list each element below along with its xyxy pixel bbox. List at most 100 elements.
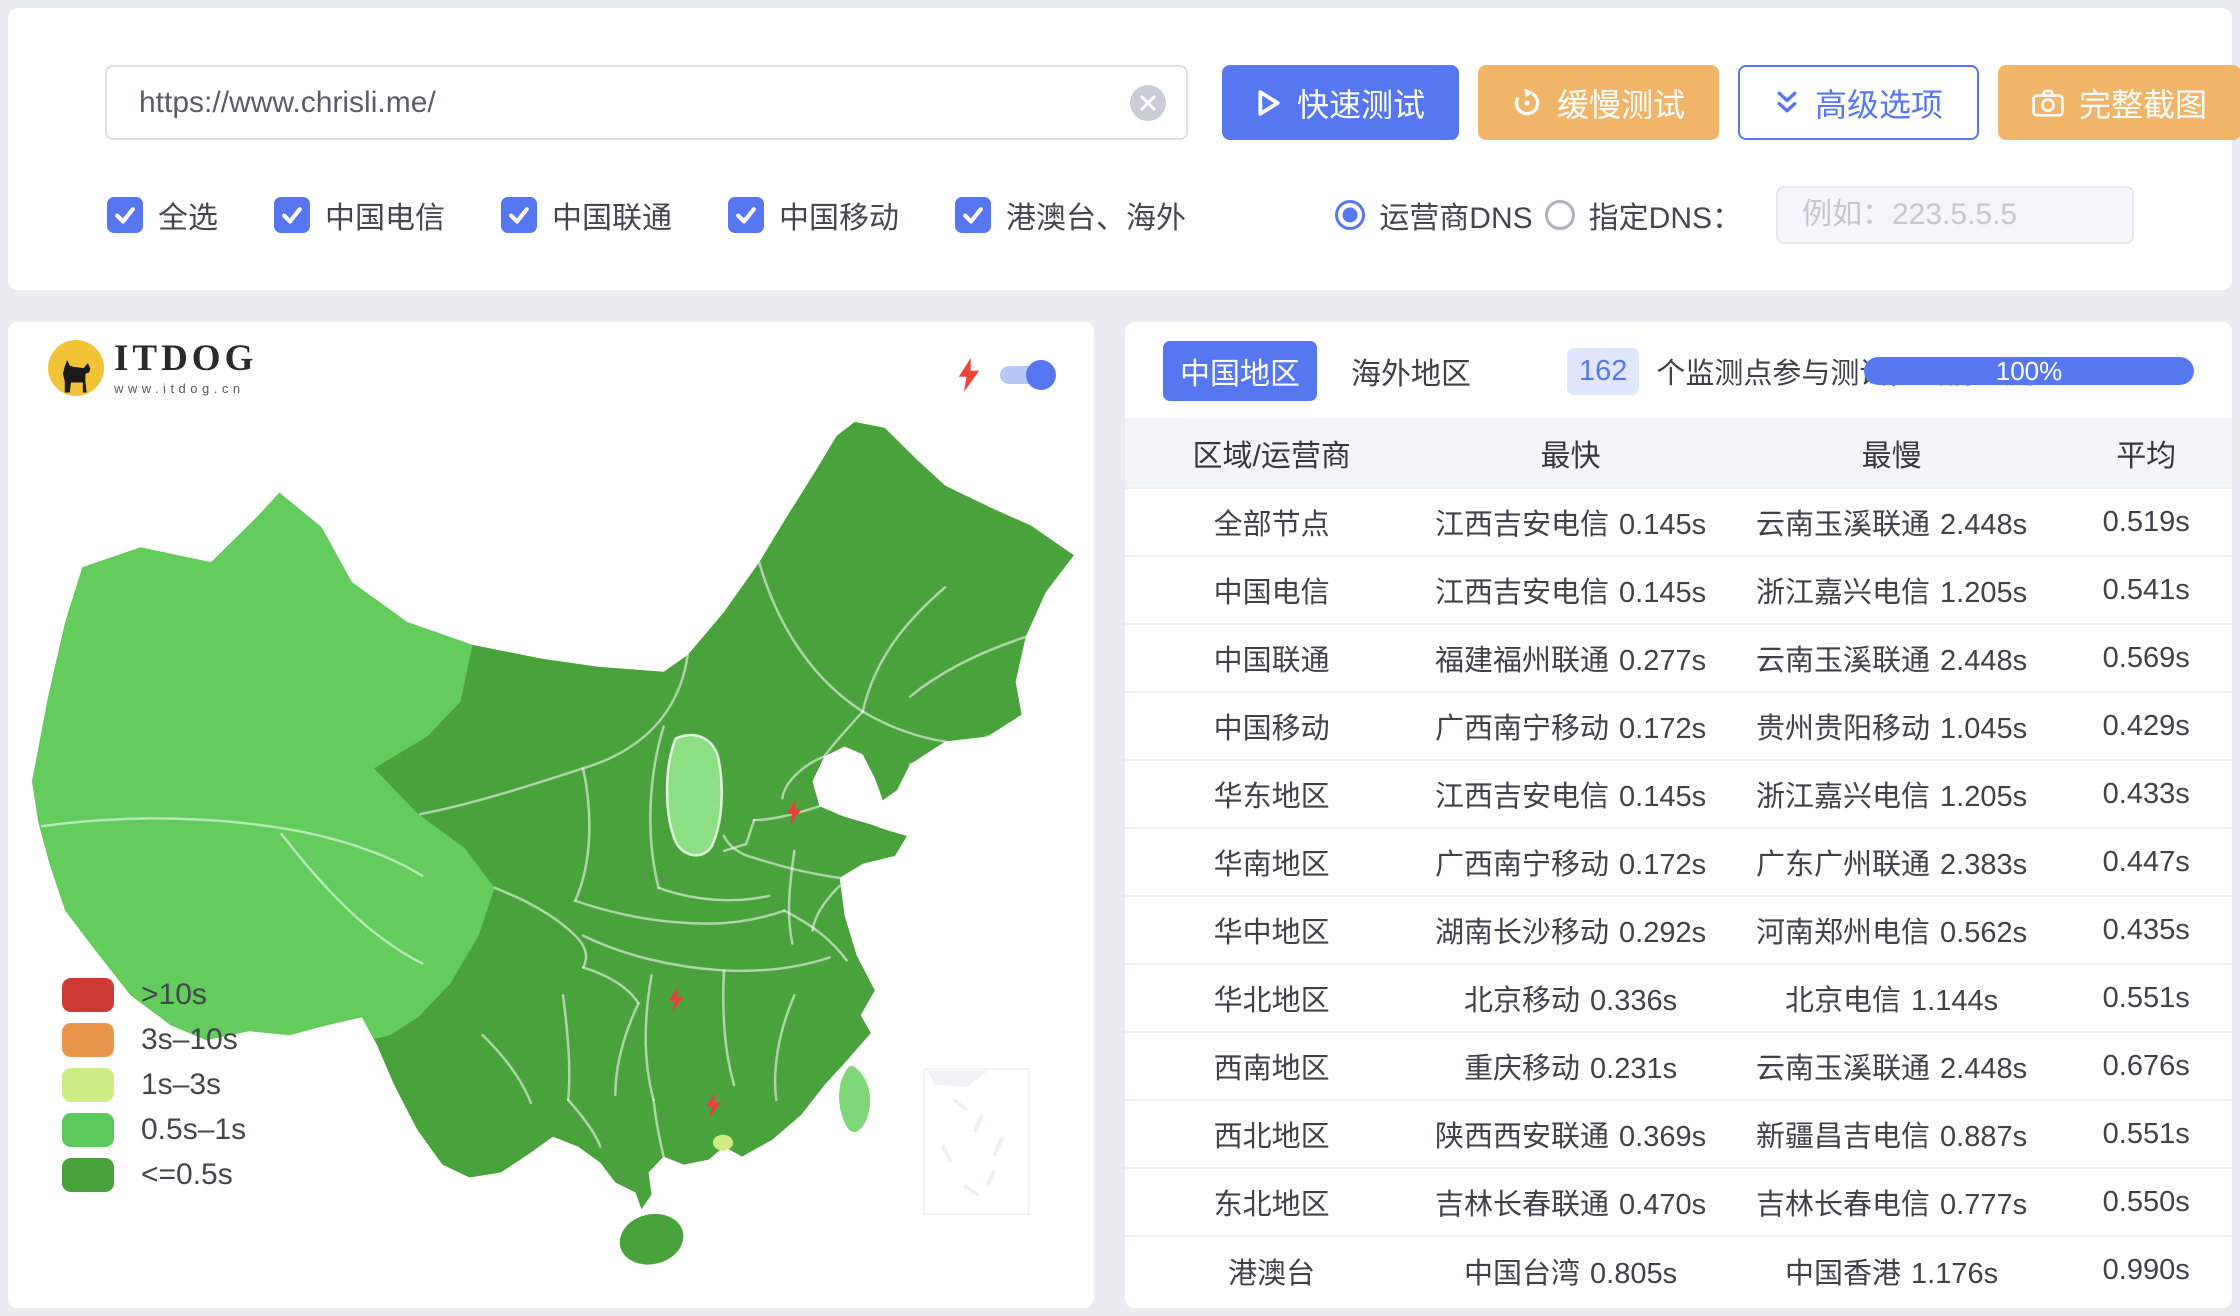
clear-input-icon[interactable]: [1130, 84, 1166, 121]
fastest-node: 湖南长沙移动: [1435, 917, 1610, 949]
legend-swatch: [62, 1023, 114, 1057]
slowest-time: 0.562s: [1940, 917, 2028, 949]
hainan-island[interactable]: [614, 1207, 689, 1271]
custom-dns-input[interactable]: [1776, 186, 2134, 244]
result-row: 华东地区 江西吉安电信 0.145s 浙江嘉兴电信 1.205s 0.433s: [1125, 759, 2232, 828]
china-telecom-checkbox[interactable]: 中国电信: [274, 193, 445, 237]
tab-overseas-region[interactable]: 海外地区: [1351, 358, 1471, 391]
region-cell: 华东地区: [1125, 759, 1419, 828]
button-label: 高级选项: [1815, 86, 1944, 123]
result-row: 中国电信 江西吉安电信 0.145s 浙江嘉兴电信 1.205s 0.541s: [1125, 555, 2232, 624]
slowest-node: 云南玉溪联通: [1756, 509, 1931, 541]
checkbox-label: 中国电信: [325, 202, 445, 235]
dns-option-group: 运营商DNS 指定DNS：: [1335, 186, 2134, 244]
select-all-checkbox[interactable]: 全选: [107, 193, 218, 237]
average-cell: 0.429s: [2060, 691, 2232, 760]
carrier-dns-radio[interactable]: 运营商DNS: [1335, 193, 1533, 237]
slow-test-button[interactable]: 缓慢测试: [1478, 65, 1720, 140]
slowest-cell: 贵州贵阳移动 1.045s: [1722, 691, 2061, 760]
west-region-medium[interactable]: [32, 492, 495, 1041]
url-input[interactable]: [105, 65, 1188, 140]
average-cell: 0.569s: [2060, 623, 2232, 692]
fastest-time: 0.145s: [1619, 509, 1707, 541]
china-mobile-checkbox[interactable]: 中国移动: [728, 193, 899, 237]
custom-dns-radio[interactable]: 指定DNS：: [1544, 193, 1742, 237]
slowest-time: 1.205s: [1940, 577, 2028, 609]
hmt-overseas-checkbox[interactable]: 港澳台、海外: [955, 193, 1186, 237]
legend-label: 1s–3s: [141, 1068, 222, 1101]
slowest-time: 2.383s: [1940, 849, 2028, 881]
full-screenshot-button[interactable]: 完整截图: [1998, 65, 2240, 140]
slowest-time: 1.144s: [1911, 985, 1999, 1017]
slowest-node: 贵州贵阳移动: [1756, 713, 1931, 745]
fastest-node: 江西吉安电信: [1435, 781, 1610, 813]
average-time: 0.435s: [2102, 913, 2190, 946]
region-cell: 东北地区: [1125, 1167, 1419, 1236]
slowest-time: 0.777s: [1940, 1189, 2028, 1221]
results-panel-card: 中国地区 海外地区 162 个监测点参与测试，当前进度： 100% 区域/运营商最…: [1125, 322, 2232, 1308]
radio-label: 指定DNS：: [1588, 202, 1742, 235]
advanced-options-button[interactable]: 高级选项: [1738, 65, 1980, 140]
average-cell: 0.447s: [2060, 827, 2232, 896]
slowest-time: 0.887s: [1940, 1121, 2028, 1153]
slow-test-icon: [1512, 88, 1542, 118]
average-time: 0.990s: [2102, 1254, 2190, 1286]
average-time: 0.551s: [2102, 981, 2190, 1014]
realtime-toggle[interactable]: [1000, 360, 1056, 390]
shanxi-province-light[interactable]: [665, 733, 724, 857]
slowest-cell: 广东广州联通 2.383s: [1722, 827, 2061, 896]
region-cell: 西南地区: [1125, 1031, 1419, 1100]
fastest-node: 广西南宁移动: [1435, 713, 1610, 745]
legend-label: >10s: [141, 978, 207, 1011]
itdog-logo: ITDOG www.itdog.cn: [48, 340, 257, 396]
result-row: 西北地区 陕西西安联通 0.369s 新疆昌吉电信 0.887s 0.551s: [1125, 1099, 2232, 1168]
quick-test-button[interactable]: 快速测试: [1222, 65, 1460, 140]
results-table: 区域/运营商 最快 最慢 平均 全部节点 江西吉安电信 0.145s 云南玉溪联通 2.448…: [1125, 418, 2232, 1304]
fastest-cell: 江西吉安电信 0.145s: [1418, 487, 1723, 556]
average-time: 0.676s: [2102, 1049, 2190, 1082]
slowest-time: 1.045s: [1940, 713, 2028, 745]
fastest-time: 0.292s: [1619, 917, 1707, 949]
map-legend: >10s 3s–10s 1s–3s 0.5s–1s <=0.5s: [62, 978, 246, 1203]
region-cell: 西北地区: [1125, 1099, 1419, 1168]
fastest-time: 0.470s: [1619, 1189, 1707, 1221]
legend-swatch: [62, 1068, 114, 1102]
legend-item: 0.5s–1s: [62, 1113, 246, 1147]
fastest-time: 0.172s: [1619, 849, 1707, 881]
average-time: 0.447s: [2102, 845, 2190, 878]
slowest-cell: 新疆昌吉电信 0.887s: [1722, 1099, 2061, 1168]
average-cell: 0.551s: [2060, 1099, 2232, 1168]
china-unicom-checkbox[interactable]: 中国联通: [501, 193, 672, 237]
taiwan-island[interactable]: [839, 1065, 871, 1133]
radio-circle-icon: [1544, 200, 1575, 230]
logo-subtitle: www.itdog.cn: [114, 381, 245, 396]
fastest-node: 江西吉安电信: [1435, 577, 1610, 609]
slowest-node: 新疆昌吉电信: [1756, 1121, 1931, 1153]
average-time: 0.569s: [2102, 641, 2190, 674]
slowest-node: 浙江嘉兴电信: [1756, 781, 1931, 813]
china-map[interactable]: [20, 398, 1082, 1294]
column-header: 最快: [1418, 418, 1723, 488]
hongkong-area[interactable]: [712, 1134, 734, 1151]
realtime-toggle-group: [958, 358, 1056, 392]
slowest-node: 北京电信: [1785, 985, 1902, 1017]
region-cell: 华北地区: [1125, 963, 1419, 1032]
legend-item: 3s–10s: [62, 1023, 246, 1057]
average-cell: 0.550s: [2060, 1167, 2232, 1236]
fastest-cell: 湖南长沙移动 0.292s: [1418, 895, 1723, 964]
lightning-icon: [958, 358, 980, 392]
checkbox-checked-icon: [107, 197, 143, 233]
fastest-node: 吉林长春联通: [1435, 1189, 1610, 1221]
legend-item: <=0.5s: [62, 1158, 246, 1192]
button-label: 缓慢测试: [1557, 86, 1686, 123]
radio-label: 运营商DNS: [1379, 202, 1533, 235]
tab-china-region[interactable]: 中国地区: [1163, 341, 1317, 401]
fastest-cell: 北京移动 0.336s: [1418, 963, 1723, 1032]
result-row: 华中地区 湖南长沙移动 0.292s 河南郑州电信 0.562s 0.435s: [1125, 895, 2232, 964]
region-cell: 中国移动: [1125, 691, 1419, 760]
legend-swatch: [62, 1158, 114, 1192]
dog-logo-icon: [48, 340, 104, 396]
region-cell: 华南地区: [1125, 827, 1419, 896]
action-button-group: 快速测试 缓慢测试 高级选项 完整截图: [1222, 65, 2240, 140]
result-row: 港澳台 中国台湾 0.805s 中国香港 1.176s 0.990s: [1125, 1235, 2232, 1304]
